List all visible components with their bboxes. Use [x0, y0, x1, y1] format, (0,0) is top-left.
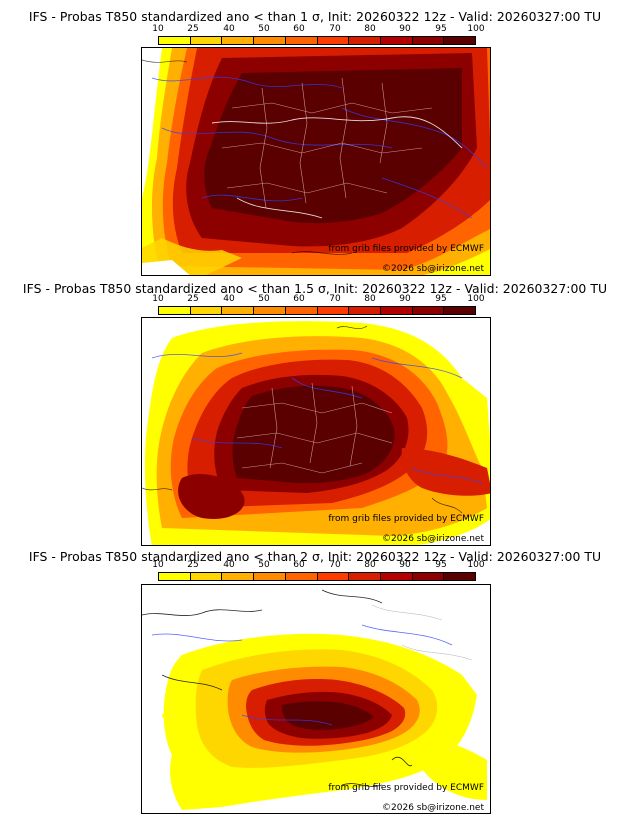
- tick-label: 95: [435, 294, 447, 304]
- colorbar-segment: [411, 37, 444, 44]
- panel-2-map: from grib files provided by ECMWF ©2026 …: [141, 317, 491, 546]
- tick-label: 25: [187, 560, 199, 570]
- tick-label: 40: [223, 560, 235, 570]
- panel-1-colorbar-ticks: 10 25 40 50 60 70 80 90 95 100: [152, 24, 484, 35]
- panel-1: IFS - Probas T850 standardized ano < tha…: [0, 0, 630, 276]
- tick-label: 50: [258, 560, 270, 570]
- colorbar-segment: [316, 37, 349, 44]
- tick-label: 100: [467, 24, 485, 34]
- colorbar-segment: [221, 37, 254, 44]
- tick-label: 25: [187, 24, 199, 34]
- colorbar-segment: [284, 573, 317, 580]
- colorbar-segment: [284, 37, 317, 44]
- tick-label: 50: [258, 24, 270, 34]
- panel-2-credit-copyright: ©2026 sb@irizone.net: [382, 534, 484, 544]
- colorbar-segment: [159, 573, 190, 580]
- panel-1-colorbar: [158, 36, 476, 45]
- colorbar-segment: [253, 307, 285, 314]
- colorbar-segment: [348, 307, 380, 314]
- colorbar-segment: [189, 37, 222, 44]
- colorbar-segment: [443, 573, 476, 580]
- tick-label: 60: [293, 560, 305, 570]
- panel-3-credit-copyright: ©2026 sb@irizone.net: [382, 803, 484, 813]
- panel-2-colorbar-ticks: 10 25 40 50 60 70 80 90 95 100: [152, 294, 484, 305]
- panel-2-title: IFS - Probas T850 standardized ano < tha…: [22, 281, 608, 296]
- tick-label: 50: [258, 294, 270, 304]
- panel-2-probability-field: [142, 318, 490, 545]
- colorbar-segment: [189, 573, 222, 580]
- colorbar-segment: [221, 573, 254, 580]
- panel-2: IFS - Probas T850 standardized ano < tha…: [0, 276, 630, 546]
- colorbar-segment: [348, 37, 380, 44]
- panel-3-colorbar: [158, 572, 476, 581]
- colorbar-segment: [284, 307, 317, 314]
- panel-3-colorbar-ticks: 10 25 40 50 60 70 80 90 95 100: [152, 560, 484, 571]
- tick-label: 90: [399, 294, 411, 304]
- tick-label: 60: [293, 24, 305, 34]
- tick-label: 10: [152, 24, 164, 34]
- tick-label: 70: [329, 560, 341, 570]
- tick-label: 80: [364, 560, 376, 570]
- colorbar-segment: [443, 307, 476, 314]
- panel-3-title: IFS - Probas T850 standardized ano < tha…: [28, 549, 602, 564]
- panel-3: IFS - Probas T850 standardized ano < tha…: [0, 546, 630, 828]
- tick-label: 40: [223, 294, 235, 304]
- panel-3-map: from grib files provided by ECMWF ©2026 …: [141, 584, 491, 814]
- tick-label: 80: [364, 294, 376, 304]
- tick-label: 80: [364, 24, 376, 34]
- tick-label: 90: [399, 560, 411, 570]
- panel-1-title: IFS - Probas T850 standardized ano < tha…: [28, 9, 602, 24]
- colorbar-segment: [411, 573, 444, 580]
- tick-label: 100: [467, 560, 485, 570]
- tick-label: 40: [223, 24, 235, 34]
- colorbar-segment: [443, 37, 476, 44]
- tick-label: 95: [435, 24, 447, 34]
- tick-label: 70: [329, 24, 341, 34]
- colorbar-segment: [316, 573, 349, 580]
- colorbar-segment: [159, 37, 190, 44]
- colorbar-segment: [379, 307, 412, 314]
- panel-1-credit-copyright: ©2026 sb@irizone.net: [382, 264, 484, 274]
- panel-1-probability-field: [142, 48, 490, 275]
- panel-2-credit-source: from grib files provided by ECMWF: [328, 514, 484, 524]
- colorbar-segment: [189, 307, 222, 314]
- tick-label: 90: [399, 24, 411, 34]
- tick-label: 10: [152, 294, 164, 304]
- colorbar-segment: [379, 573, 412, 580]
- tick-label: 70: [329, 294, 341, 304]
- colorbar-segment: [316, 307, 349, 314]
- colorbar-segment: [348, 573, 380, 580]
- tick-label: 60: [293, 294, 305, 304]
- panel-3-credit-source: from grib files provided by ECMWF: [328, 783, 484, 793]
- panel-3-probability-field: [142, 585, 490, 813]
- colorbar-segment: [159, 307, 190, 314]
- tick-label: 100: [467, 294, 485, 304]
- tick-label: 25: [187, 294, 199, 304]
- colorbar-segment: [253, 573, 285, 580]
- colorbar-segment: [411, 307, 444, 314]
- tick-label: 95: [435, 560, 447, 570]
- tick-label: 10: [152, 560, 164, 570]
- panel-1-map: from grib files provided by ECMWF ©2026 …: [141, 47, 491, 276]
- colorbar-segment: [253, 37, 285, 44]
- panel-2-colorbar: [158, 306, 476, 315]
- colorbar-segment: [379, 37, 412, 44]
- colorbar-segment: [221, 307, 254, 314]
- panel-1-credit-source: from grib files provided by ECMWF: [328, 244, 484, 254]
